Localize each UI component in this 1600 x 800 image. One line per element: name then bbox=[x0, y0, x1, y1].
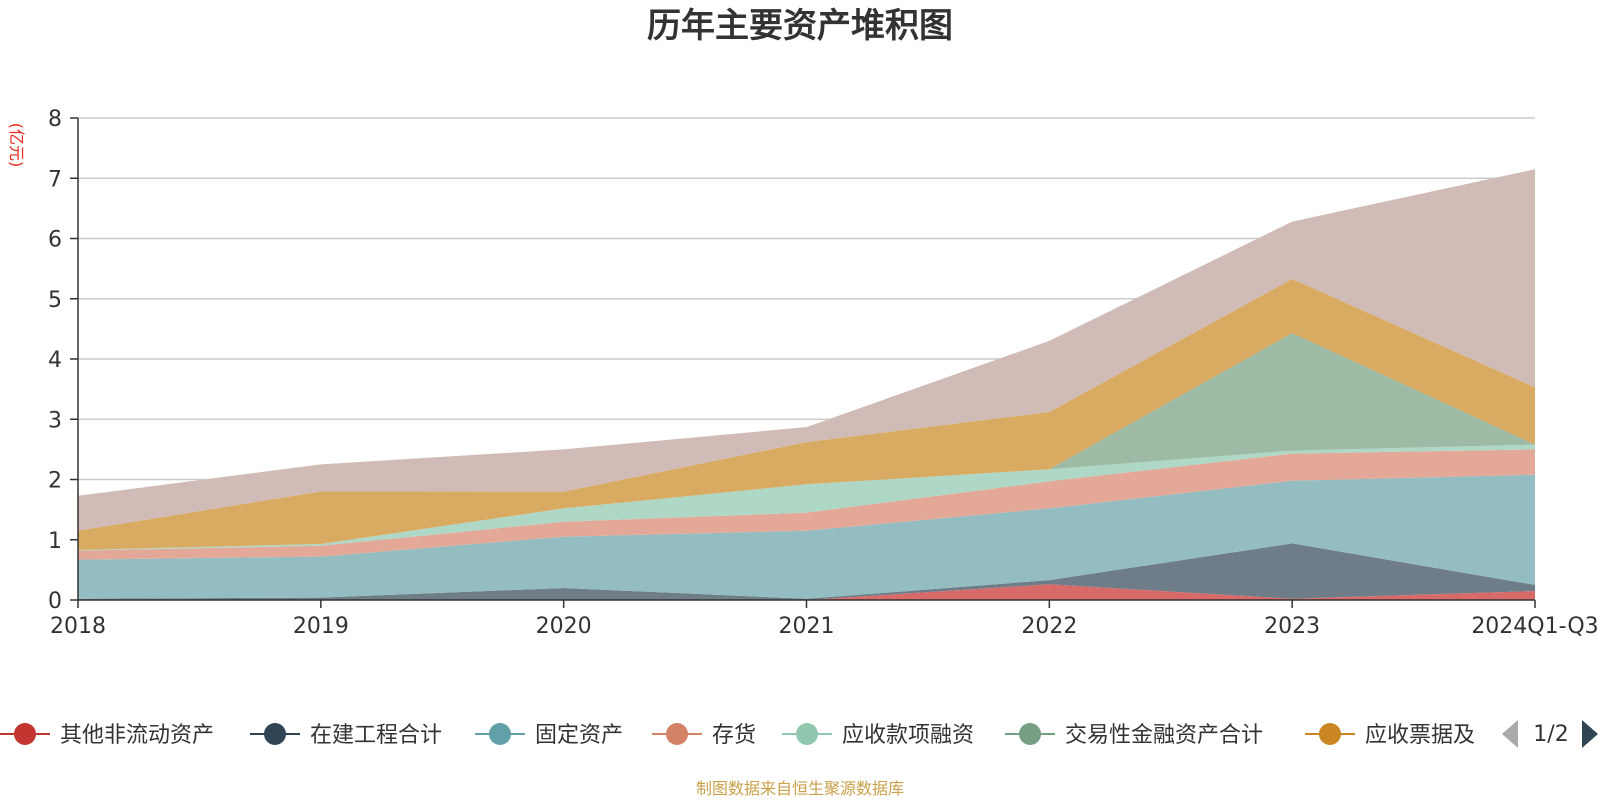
y-tick-label: 3 bbox=[48, 408, 62, 433]
legend-circle-icon bbox=[1019, 723, 1041, 745]
area-series-8 bbox=[78, 169, 1535, 531]
legend-label: 固定资产 bbox=[535, 723, 623, 748]
y-tick-label: 0 bbox=[48, 589, 62, 614]
area-series-4 bbox=[78, 449, 1535, 560]
legend-circle-icon bbox=[264, 723, 286, 745]
area-series-5 bbox=[78, 444, 1535, 551]
legend-label: 应收款项融资 bbox=[842, 723, 974, 748]
y-tick-label: 6 bbox=[48, 228, 62, 253]
legend-item[interactable]: 其他非流动资产 bbox=[0, 723, 214, 748]
legend-circle-icon bbox=[1319, 723, 1341, 745]
x-tick-label: 2022 bbox=[1021, 614, 1077, 639]
y-tick-label: 4 bbox=[48, 348, 62, 373]
area-series-3 bbox=[78, 474, 1535, 599]
legend-item[interactable]: 应收款项融资 bbox=[782, 723, 974, 748]
legend-item[interactable]: 应收票据及 bbox=[1305, 723, 1475, 748]
legend-pager: 1/2 bbox=[1502, 720, 1598, 748]
y-axis-unit-label: (亿元) bbox=[7, 123, 26, 168]
area-series-2 bbox=[78, 543, 1535, 600]
x-tick-label: 2020 bbox=[536, 614, 592, 639]
triangle-left-icon[interactable] bbox=[1502, 720, 1518, 748]
y-tick-label: 1 bbox=[48, 529, 62, 554]
x-tick-label: 2024Q1-Q3 bbox=[1471, 614, 1598, 639]
legend-circle-icon bbox=[666, 723, 688, 745]
y-tick-label: 8 bbox=[48, 107, 62, 132]
y-tick-label: 5 bbox=[48, 288, 62, 313]
y-tick-label: 7 bbox=[48, 167, 62, 192]
legend-item[interactable]: 在建工程合计 bbox=[250, 723, 442, 748]
legend-label: 在建工程合计 bbox=[310, 723, 442, 748]
x-tick-label: 2019 bbox=[293, 614, 349, 639]
area-series bbox=[78, 169, 1535, 600]
y-tick-labels: 0 1 2 3 4 5 6 7 8 bbox=[48, 107, 78, 614]
legend-item[interactable]: 固定资产 bbox=[475, 723, 623, 748]
x-tick-label: 2018 bbox=[50, 614, 106, 639]
x-tick-labels: 2018 2019 2020 2021 2022 2023 2024Q1-Q3 bbox=[50, 600, 1599, 639]
area-series-6 bbox=[78, 333, 1535, 550]
x-tick-label: 2021 bbox=[779, 614, 835, 639]
legend-circle-icon bbox=[489, 723, 511, 745]
legend-circle-icon bbox=[796, 723, 818, 745]
chart-title: 历年主要资产堆积图 bbox=[647, 6, 953, 46]
area-series-7 bbox=[78, 278, 1535, 550]
legend: 其他非流动资产 在建工程合计 固定资产 存货 应收款项融资 交易性金融资产合计 应收票据及 bbox=[0, 723, 1475, 748]
legend-item[interactable]: 存货 bbox=[652, 723, 756, 748]
y-tick-label: 2 bbox=[48, 469, 62, 494]
legend-label: 应收票据及 bbox=[1365, 723, 1475, 748]
legend-label: 存货 bbox=[712, 723, 756, 748]
legend-label: 其他非流动资产 bbox=[60, 723, 214, 748]
area-series-1 bbox=[78, 584, 1535, 600]
legend-circle-icon bbox=[14, 723, 36, 745]
legend-page-indicator: 1/2 bbox=[1533, 722, 1568, 747]
data-source-note: 制图数据来自恒生聚源数据库 bbox=[696, 779, 904, 798]
triangle-right-icon[interactable] bbox=[1582, 720, 1598, 748]
legend-label: 交易性金融资产合计 bbox=[1065, 723, 1263, 748]
legend-item[interactable]: 交易性金融资产合计 bbox=[1005, 723, 1263, 748]
x-tick-label: 2023 bbox=[1264, 614, 1320, 639]
